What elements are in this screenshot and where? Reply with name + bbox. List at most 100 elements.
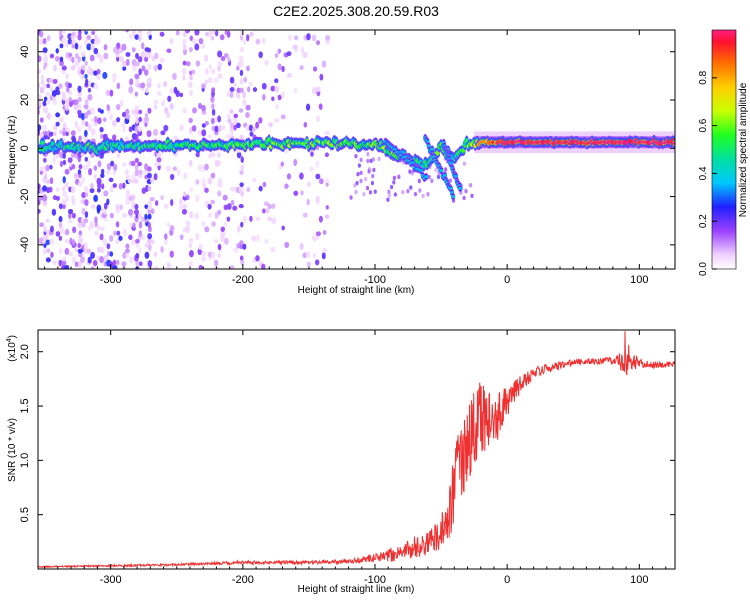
noise-cell (108, 177, 114, 183)
noise-cell (71, 43, 76, 49)
noise-cell (246, 86, 251, 93)
noise-cell (271, 217, 277, 225)
noise-cell (223, 221, 227, 228)
noise-cell (38, 183, 41, 190)
noise-cell (61, 37, 67, 45)
noise-cell (106, 104, 110, 111)
noise-cell (38, 237, 45, 245)
noise-cell (153, 251, 158, 257)
noise-cell (49, 225, 54, 233)
noise-cell (245, 104, 251, 111)
noise-cell (201, 83, 206, 89)
noise-cell (80, 217, 85, 223)
noise-cell (122, 213, 128, 218)
noise-cell (219, 34, 225, 41)
noise-cell (246, 34, 250, 42)
noise-cell (367, 169, 371, 174)
noise-cell (84, 192, 88, 198)
noise-cell (227, 118, 232, 124)
noise-cell (204, 163, 209, 171)
x-tick-label: -100 (364, 574, 386, 586)
noise-cell (122, 65, 127, 71)
noise-cell (292, 44, 298, 50)
noise-cell (281, 65, 285, 73)
noise-cell (147, 238, 152, 245)
noise-cell (189, 70, 193, 76)
noise-cell (140, 82, 146, 89)
noise-cell (179, 234, 184, 241)
noise-cell (182, 227, 187, 233)
noise-cell (147, 107, 152, 114)
noise-cell (49, 238, 54, 246)
noise-cell (112, 259, 117, 267)
noise-cell (274, 85, 279, 93)
noise-cell (299, 65, 304, 71)
snr-y-axis: 0.5 1.0 1.5 2.0 (19, 344, 675, 522)
noise-cell (115, 238, 120, 245)
noise-cell (137, 56, 143, 63)
noise-cell (207, 76, 213, 84)
noise-cell (147, 185, 152, 192)
noise-cell (160, 195, 164, 201)
noise-cell (353, 183, 357, 188)
noise-cell (109, 186, 114, 193)
noise-cell (141, 233, 146, 241)
noise-cell (144, 242, 149, 248)
noise-cell (377, 156, 381, 162)
noise-cell (141, 65, 146, 72)
noise-cell (186, 61, 191, 67)
noise-cell (178, 204, 184, 210)
noise-cell (90, 128, 96, 136)
noise-cell (183, 171, 188, 179)
noise-cell (87, 94, 93, 101)
noise-cell (68, 90, 73, 96)
noise-cell (201, 129, 207, 137)
noise-cell (201, 104, 206, 112)
noise-cell (55, 153, 59, 159)
noise-cell (119, 99, 124, 107)
noise-cell (77, 103, 82, 111)
noise-cell (80, 74, 85, 80)
noise-cell (106, 250, 111, 257)
noise-cell (217, 73, 223, 80)
noise-cell (94, 216, 98, 224)
noise-cell (42, 47, 48, 54)
noise-cell (85, 30, 89, 32)
noise-cell (68, 212, 72, 219)
noise-cell (229, 87, 235, 93)
noise-cell (278, 165, 283, 170)
noise-cell (195, 179, 200, 185)
noise-cell (230, 186, 235, 192)
noise-cell (188, 243, 192, 248)
noise-cell (144, 116, 149, 124)
noise-cell (93, 194, 99, 203)
noise-cell (103, 133, 108, 140)
noise-cell (362, 192, 366, 197)
noise-cell (103, 190, 109, 197)
noise-cell (116, 259, 120, 266)
noise-cell (284, 183, 289, 189)
noise-cell (226, 216, 231, 222)
noise-cell (239, 170, 244, 176)
noise-cell (96, 68, 101, 75)
noise-cell (43, 61, 48, 68)
noise-cell (125, 58, 130, 67)
noise-cell (401, 189, 405, 195)
noise-cell (159, 57, 165, 64)
noise-cell (96, 53, 101, 59)
noise-cell (318, 215, 323, 223)
colorbar-tick-label: 0.0 (698, 262, 709, 276)
noise-cell (258, 185, 263, 192)
noise-cell (112, 265, 118, 269)
noise-cell (159, 31, 165, 37)
noise-cell (240, 164, 245, 171)
noise-cell (157, 83, 161, 89)
y-tick-label: 2.0 (19, 344, 31, 359)
noise-cell (302, 52, 308, 59)
noise-cell (217, 243, 222, 251)
noise-cell (233, 124, 237, 131)
noise-cell (81, 51, 86, 58)
noise-cell (267, 203, 272, 210)
branch-cell (424, 175, 429, 179)
noise-cell (183, 43, 187, 51)
